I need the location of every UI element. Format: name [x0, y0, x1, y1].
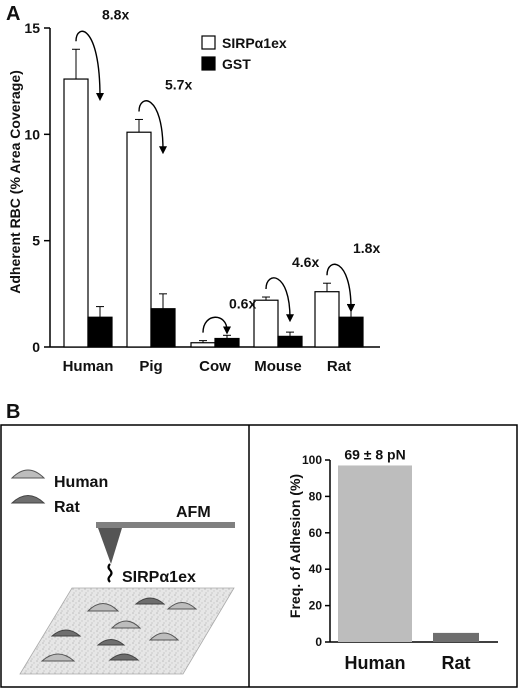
afm-schematic: Human Rat AFM SIRPα1ex — [10, 469, 235, 675]
afm-cantilever — [96, 522, 235, 528]
human-cell-icon — [110, 620, 142, 629]
panel-a-ratio-annotations: 8.8x 5.7x 0.6x 4.6x 1.8x — [75, 6, 380, 335]
panel-a-letter: A — [6, 3, 20, 25]
ratio-arrow-icon — [138, 100, 167, 155]
panel-a-y-ticks: 0 5 10 15 — [24, 20, 50, 355]
legend-label-gst: GST — [222, 56, 251, 72]
afm-tip — [98, 528, 122, 564]
y-tick-label: 20 — [309, 599, 323, 613]
panel-b-bars — [338, 465, 479, 642]
bar-gst — [150, 308, 176, 348]
human-cell-icon — [166, 602, 198, 610]
human-cell-icon — [148, 632, 180, 641]
y-tick-label: 60 — [309, 526, 323, 540]
panel-b-letter: B — [6, 401, 20, 423]
panel-a-bars — [63, 78, 364, 348]
ratio-label: 1.8x — [353, 240, 380, 256]
panel-b-frame — [0, 424, 518, 688]
legend-swatch-sirp — [201, 35, 216, 50]
legend-swatch-gst — [201, 56, 216, 71]
legend-rat-cell-icon — [10, 495, 46, 504]
bar-gst — [214, 337, 240, 348]
bar-gst — [277, 335, 303, 348]
y-tick-label: 40 — [309, 562, 323, 576]
ratio-arrow-icon — [202, 316, 231, 335]
bar-gst — [87, 316, 113, 348]
legend-label-sirp: SIRPα1ex — [222, 35, 287, 51]
y-tick-label: 5 — [32, 233, 40, 249]
y-tick-label: 100 — [302, 453, 322, 467]
ratio-label: 0.6x — [229, 295, 256, 311]
y-tick-label: 15 — [24, 20, 40, 36]
bar-sirp — [314, 291, 340, 348]
protein-tether-icon — [107, 563, 113, 583]
panel-b-annotation: 69 ± 8 pN — [344, 446, 405, 462]
legend-human-cell-icon — [10, 469, 46, 479]
legend-rat-label: Rat — [54, 499, 80, 516]
bar-rat — [433, 632, 479, 642]
panel-b-category-labels: Human Rat — [344, 653, 470, 673]
y-tick-label: 0 — [32, 339, 40, 355]
rat-cell-icon — [50, 629, 82, 637]
panel-b-y-axis-label: Freq. of Adhesion (%) — [287, 474, 303, 618]
bar-sirp — [126, 131, 152, 348]
panel-b-y-ticks: 0 20 40 60 80 100 — [302, 453, 330, 649]
rat-cell-icon — [96, 639, 126, 646]
ratio-label: 5.7x — [165, 76, 192, 92]
human-cell-icon — [40, 653, 76, 662]
ratio-label: 8.8x — [102, 6, 129, 22]
ratio-arrow-icon — [265, 277, 294, 323]
category-label: Human — [344, 653, 405, 673]
human-cell-icon — [86, 603, 120, 612]
y-tick-label: 10 — [24, 126, 40, 142]
y-tick-label: 0 — [315, 635, 322, 649]
bar-gst — [338, 316, 364, 348]
category-label: Rat — [327, 358, 351, 375]
panel-a-category-labels: Human Pig Cow Mouse Rat — [63, 358, 352, 375]
bar-sirp — [190, 342, 216, 348]
bar-sirp — [253, 299, 279, 348]
category-label: Rat — [441, 653, 470, 673]
ratio-label: 4.6x — [292, 254, 319, 270]
panel-a-y-axis-label: Adherent RBC (% Area Coverage) — [7, 70, 23, 294]
ratio-arrow-icon — [326, 263, 355, 313]
rat-cell-icon — [134, 597, 166, 605]
panel-a-legend: SIRPα1ex GST — [201, 35, 287, 72]
category-label: Mouse — [254, 358, 302, 375]
afm-probe-label: SIRPα1ex — [122, 569, 196, 586]
category-label: Pig — [139, 358, 162, 375]
rat-cell-icon — [108, 653, 140, 661]
category-label: Human — [63, 358, 114, 375]
afm-label: AFM — [176, 504, 211, 521]
y-tick-label: 80 — [309, 489, 323, 503]
category-label: Cow — [199, 358, 231, 375]
legend-human-label: Human — [54, 474, 108, 491]
panel-a-error-bars — [72, 48, 355, 343]
bar-sirp — [63, 78, 89, 348]
bar-human — [338, 465, 412, 642]
ratio-arrow-icon — [75, 30, 104, 102]
